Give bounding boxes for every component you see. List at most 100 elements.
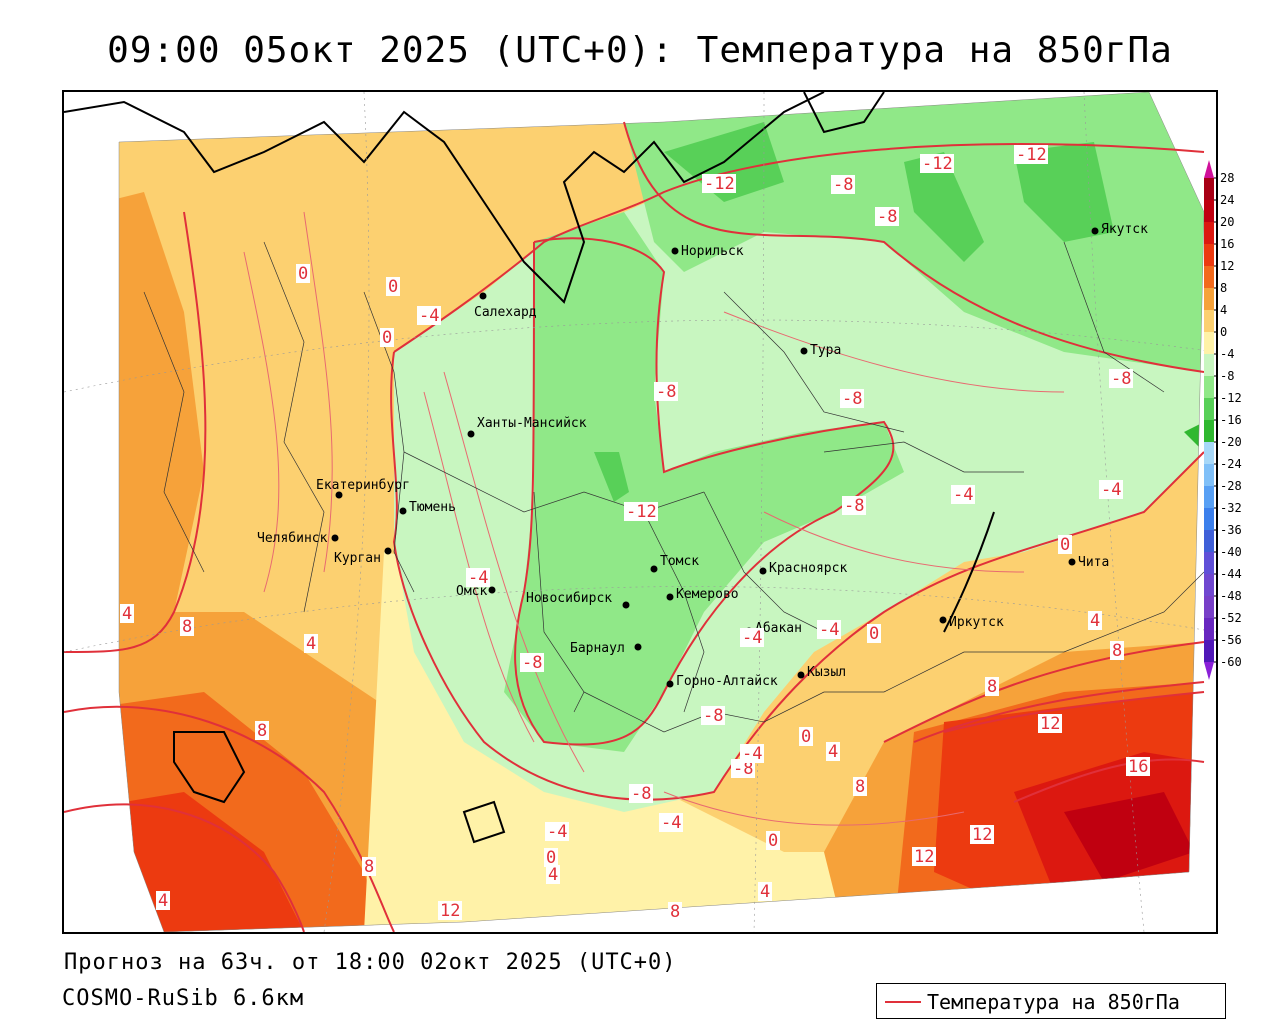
isotherm-label-bg	[799, 727, 813, 746]
svg-text:Омск: Омск	[456, 584, 487, 599]
temperature-field	[119, 92, 1204, 932]
isotherm-label-bg	[1126, 757, 1150, 776]
colorbar-tick-label: -28	[1220, 479, 1242, 493]
city-norilsk: Норильск	[671, 244, 744, 259]
isotherm-label: 0	[1060, 535, 1070, 555]
colorbar-tick-label: -32	[1220, 501, 1242, 515]
colorbar-tick-label: 0	[1220, 325, 1227, 339]
isotherm-label: 12	[972, 825, 992, 845]
isotherm-label: -4	[547, 822, 567, 842]
isotherm-label-bg	[867, 624, 881, 643]
colorbar-segment	[1204, 288, 1214, 310]
isotherm-label-bg	[362, 857, 376, 876]
colorbar-segment	[1204, 486, 1214, 508]
colorbar-min-arrow	[1204, 662, 1214, 680]
contour-legend: Температура на 850гПа	[876, 983, 1226, 1019]
isotherm-label: 4	[122, 604, 132, 624]
city-kyzyl: Кызыл	[797, 665, 846, 680]
isotherm-label-bg	[659, 813, 683, 832]
svg-text:Абакан: Абакан	[755, 621, 802, 636]
svg-text:Барнаул: Барнаул	[570, 641, 625, 656]
colorbar-tick-label: 12	[1220, 259, 1234, 273]
thin-isotherms	[243, 211, 1065, 826]
colorbar-tick-label: -36	[1220, 523, 1242, 537]
colorbar-tick-label: -4	[1220, 347, 1234, 361]
colorbar-tick-label: 16	[1220, 237, 1234, 251]
isotherm-label: 8	[670, 902, 680, 922]
isotherm-label-bg	[624, 502, 658, 521]
isotherm-label: -4	[819, 620, 839, 640]
isotherm-label: 12	[1040, 714, 1060, 734]
isotherm-label-bg	[853, 777, 867, 796]
isotherm-label: 8	[987, 677, 997, 697]
isotherm-contours	[64, 121, 1205, 932]
isotherm-label-bg	[629, 784, 653, 803]
model-name: COSMO-RuSib 6.6км	[62, 986, 305, 1011]
svg-text:Салехард: Салехард	[474, 305, 537, 320]
isotherm-label-bg	[740, 744, 764, 763]
isotherm-label-bg	[156, 891, 170, 910]
isotherm-label: 8	[1112, 641, 1122, 661]
svg-text:Горно-Алтайск: Горно-Алтайск	[676, 674, 778, 689]
svg-text:Кемерово: Кемерово	[676, 587, 739, 602]
colorbar-segment	[1204, 640, 1214, 662]
isotherm-label: 4	[1090, 611, 1100, 631]
isotherm-label-bg	[758, 882, 772, 901]
isotherm-label: 4	[828, 742, 838, 762]
isotherm-label-bg	[701, 706, 725, 725]
isotherm-label-bg	[970, 825, 994, 844]
city-barnaul: Барнаул	[570, 641, 642, 656]
isotherm-label-bg	[520, 653, 544, 672]
isotherm-label: -8	[656, 382, 676, 402]
isotherm-label-bg	[826, 742, 840, 761]
isotherm-label-bg	[1109, 369, 1133, 388]
colorbar-segment	[1204, 530, 1214, 552]
colorbar-segment	[1204, 398, 1214, 420]
isotherm-label-bg	[731, 759, 755, 778]
isotherm-label: 0	[869, 624, 879, 644]
isotherm-label-bg	[544, 848, 558, 867]
colorbar-tick-label: -20	[1220, 435, 1242, 449]
graticule	[64, 92, 1216, 932]
region-borders	[143, 241, 1205, 733]
colorbar-segment	[1204, 464, 1214, 486]
isotherm-label: 8	[364, 857, 374, 877]
city-chita: Чита	[1068, 555, 1109, 570]
colorbar-segment	[1204, 376, 1214, 398]
isotherm-label: 0	[801, 727, 811, 747]
colorbar-max-arrow	[1204, 160, 1214, 178]
isotherm-label: 0	[382, 328, 392, 348]
colorbar-tick-label: -48	[1220, 589, 1242, 603]
city-gorno-altaysk: Горно-Алтайск	[666, 674, 778, 689]
isotherm-label-bg	[654, 382, 678, 401]
isotherm-label-bg	[1038, 714, 1062, 733]
colorbar-tick-label: -40	[1220, 545, 1242, 559]
city-tomsk: Томск	[650, 554, 699, 573]
isotherm-label: 8	[855, 777, 865, 797]
isotherm-label: 0	[768, 831, 778, 851]
city-krasnoyarsk: Красноярск	[759, 561, 847, 576]
colorbar-tick-label: 24	[1220, 193, 1234, 207]
colorbar-segment	[1204, 420, 1214, 442]
isotherm-label-bg	[702, 174, 736, 193]
isotherm-label-bg	[668, 902, 682, 921]
isotherm-label-bg	[380, 328, 394, 347]
isotherm-label: 12	[440, 901, 460, 921]
isotherm-label: 0	[298, 264, 308, 284]
legend-label: Температура на 850гПа	[927, 990, 1180, 1014]
isotherm-label: -4	[742, 744, 762, 764]
city-kurgan: Курган	[334, 547, 392, 566]
colorbar-segment	[1204, 552, 1214, 574]
isotherm-label: 8	[182, 617, 192, 637]
isotherm-label-bg	[740, 628, 764, 647]
colorbar-segment	[1204, 442, 1214, 464]
svg-text:Норильск: Норильск	[681, 244, 744, 259]
city-tura: Тура	[800, 343, 841, 358]
svg-text:Тура: Тура	[810, 343, 841, 358]
isotherm-label-bg	[386, 277, 400, 296]
isotherm-label-bg	[1099, 480, 1123, 499]
isotherm-label: 16	[1128, 757, 1148, 777]
city-novosibirsk: Новосибирск	[526, 591, 630, 609]
domain-outline	[118, 92, 1205, 932]
